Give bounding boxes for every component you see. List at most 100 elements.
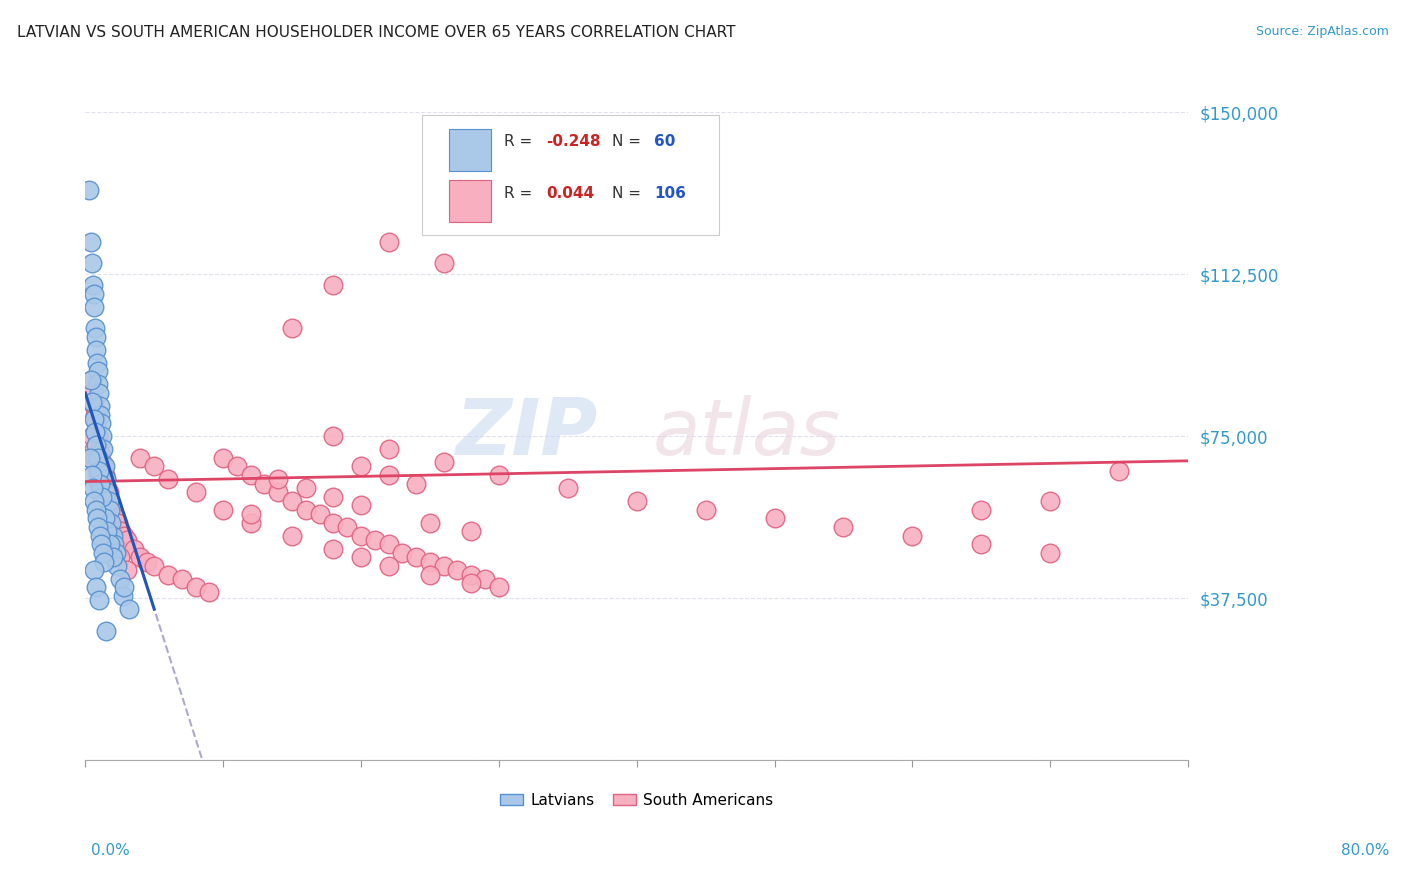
Point xyxy=(281,494,304,508)
Point xyxy=(405,476,427,491)
Point xyxy=(86,450,108,465)
Point xyxy=(100,499,122,513)
Text: -0.248: -0.248 xyxy=(547,134,600,149)
Point xyxy=(86,356,108,370)
Point xyxy=(89,399,111,413)
Point xyxy=(97,494,120,508)
Point xyxy=(101,550,124,565)
Point xyxy=(83,563,105,577)
Point xyxy=(474,572,496,586)
Point xyxy=(322,516,344,530)
Point xyxy=(83,286,105,301)
Point xyxy=(98,528,121,542)
Point xyxy=(1108,464,1130,478)
Point xyxy=(460,576,482,591)
Point xyxy=(350,499,373,513)
Point xyxy=(433,256,456,270)
Point xyxy=(87,593,110,607)
Point xyxy=(101,528,124,542)
Point xyxy=(143,459,166,474)
Text: Source: ZipAtlas.com: Source: ZipAtlas.com xyxy=(1256,25,1389,38)
Point xyxy=(84,450,107,465)
Point xyxy=(84,330,107,344)
Point xyxy=(104,546,127,560)
Point xyxy=(79,450,101,465)
Point xyxy=(350,550,373,565)
Point xyxy=(90,429,112,443)
Point xyxy=(239,507,262,521)
Point xyxy=(94,472,117,486)
Text: 80.0%: 80.0% xyxy=(1341,843,1389,858)
Text: R =: R = xyxy=(505,134,537,149)
Point xyxy=(83,300,105,314)
Point xyxy=(86,416,108,430)
Point xyxy=(94,472,117,486)
Point xyxy=(98,494,121,508)
Point xyxy=(108,572,131,586)
Point xyxy=(82,481,104,495)
Point xyxy=(1039,494,1062,508)
Point xyxy=(82,277,104,292)
Point xyxy=(83,412,105,426)
Point xyxy=(98,537,121,551)
Point xyxy=(295,481,318,495)
Point xyxy=(267,472,290,486)
Point xyxy=(122,541,145,556)
Point xyxy=(322,277,344,292)
Point xyxy=(87,386,110,401)
Point xyxy=(89,446,111,460)
Point xyxy=(377,468,399,483)
Point xyxy=(295,502,318,516)
Point xyxy=(84,408,107,422)
Point xyxy=(184,485,207,500)
Point xyxy=(93,459,115,474)
Text: N =: N = xyxy=(613,186,647,201)
Point xyxy=(419,516,441,530)
Point xyxy=(87,476,110,491)
Point xyxy=(336,520,359,534)
Point xyxy=(93,555,115,569)
Point xyxy=(488,468,510,483)
Point xyxy=(460,524,482,539)
Point xyxy=(212,502,235,516)
Text: 106: 106 xyxy=(654,186,686,201)
FancyBboxPatch shape xyxy=(449,180,491,222)
Point xyxy=(83,399,105,413)
Point xyxy=(129,550,152,565)
Point xyxy=(170,572,193,586)
Point xyxy=(91,459,114,474)
Point xyxy=(82,429,104,443)
Point xyxy=(136,555,159,569)
Point xyxy=(111,589,134,603)
Point xyxy=(91,546,114,560)
Point xyxy=(118,602,141,616)
Point xyxy=(98,502,121,516)
Point xyxy=(557,481,579,495)
Point xyxy=(87,377,110,392)
Point xyxy=(832,520,855,534)
Point xyxy=(93,507,115,521)
Point xyxy=(93,468,115,483)
Point xyxy=(89,408,111,422)
Point xyxy=(198,584,221,599)
Point xyxy=(96,524,118,539)
Point xyxy=(112,581,135,595)
Point xyxy=(433,558,456,573)
Point xyxy=(96,520,118,534)
Point xyxy=(267,485,290,500)
Text: 0.0%: 0.0% xyxy=(91,843,131,858)
Point xyxy=(90,416,112,430)
Point xyxy=(377,558,399,573)
Point xyxy=(87,438,110,452)
Point xyxy=(105,558,128,573)
Point xyxy=(86,429,108,443)
Point xyxy=(308,507,330,521)
Point xyxy=(626,494,648,508)
Point xyxy=(763,511,786,525)
Point xyxy=(97,485,120,500)
Point xyxy=(80,468,103,483)
Point xyxy=(350,528,373,542)
Point xyxy=(90,537,112,551)
Legend: Latvians, South Americans: Latvians, South Americans xyxy=(494,787,779,814)
Point xyxy=(83,442,105,457)
